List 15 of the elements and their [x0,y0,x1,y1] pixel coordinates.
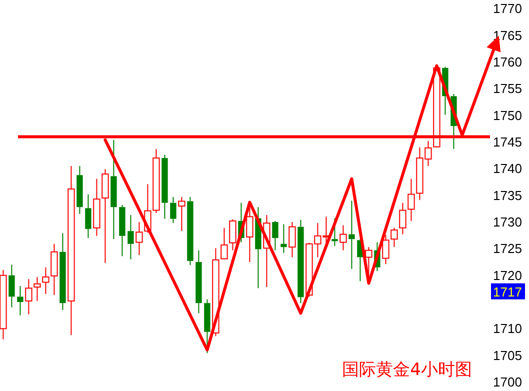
y-tick-label: 1710 [493,321,522,336]
y-tick-label: 1735 [493,188,522,203]
y-tick-label: 1730 [493,214,522,230]
y-tick-label: 1700 [493,374,522,390]
y-tick-label: 1725 [493,241,522,256]
y-tick-label: 1745 [493,134,522,150]
y-tick-label: 1720 [493,268,522,283]
annotation: 1717 [493,284,522,300]
y-tick-label: 1770 [493,1,522,16]
y-tick-label: 1760 [493,54,522,70]
text: 国际黄金4小时图 [342,360,472,380]
y-tick-label: 1755 [493,81,522,96]
y-tick-label: 1740 [493,161,522,176]
y-tick-label: 1705 [493,348,522,363]
y-tick-label: 1750 [493,108,522,123]
